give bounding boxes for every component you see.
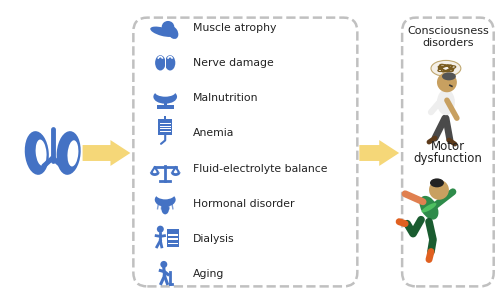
Bar	[158, 120, 172, 135]
Ellipse shape	[56, 131, 80, 175]
Text: Nerve damage: Nerve damage	[193, 58, 274, 68]
Ellipse shape	[36, 139, 46, 166]
Ellipse shape	[431, 60, 461, 76]
Bar	[160, 128, 170, 129]
Ellipse shape	[162, 21, 174, 33]
Bar	[168, 239, 178, 240]
Bar	[160, 131, 170, 132]
Bar	[160, 123, 170, 124]
Circle shape	[160, 261, 168, 268]
Ellipse shape	[168, 26, 178, 39]
Circle shape	[157, 226, 164, 233]
Ellipse shape	[165, 55, 175, 70]
Bar	[164, 117, 166, 120]
Ellipse shape	[68, 140, 78, 167]
Bar	[168, 234, 178, 236]
Circle shape	[437, 72, 457, 92]
FancyArrow shape	[82, 140, 130, 166]
Text: disorders: disorders	[422, 38, 474, 48]
Text: dysfunction: dysfunction	[414, 152, 482, 165]
Ellipse shape	[154, 90, 177, 104]
Ellipse shape	[155, 87, 176, 97]
Bar	[164, 55, 166, 70]
Ellipse shape	[430, 178, 444, 187]
Ellipse shape	[420, 196, 438, 220]
Ellipse shape	[437, 89, 455, 115]
Text: Malnutrition: Malnutrition	[193, 93, 258, 103]
Ellipse shape	[162, 203, 169, 214]
Bar	[160, 126, 170, 127]
Ellipse shape	[155, 55, 166, 70]
Text: Muscle atrophy: Muscle atrophy	[193, 23, 276, 33]
Text: Motor: Motor	[431, 140, 465, 153]
Bar	[168, 243, 178, 244]
Bar	[164, 97, 166, 106]
Ellipse shape	[150, 27, 174, 37]
Ellipse shape	[155, 188, 176, 199]
Circle shape	[429, 180, 449, 200]
Text: Anemia: Anemia	[193, 128, 234, 138]
FancyArrow shape	[360, 140, 399, 166]
Text: Dialysis: Dialysis	[193, 234, 234, 244]
Text: Aging: Aging	[193, 269, 224, 279]
Ellipse shape	[442, 72, 456, 80]
Ellipse shape	[155, 193, 176, 207]
Bar	[166, 229, 179, 247]
Text: Consciousness: Consciousness	[407, 26, 489, 36]
Text: Hormonal disorder: Hormonal disorder	[193, 199, 294, 209]
Ellipse shape	[422, 203, 436, 213]
Bar	[157, 106, 174, 109]
Text: Fluid-electrolyte balance: Fluid-electrolyte balance	[193, 164, 328, 174]
Ellipse shape	[24, 131, 49, 175]
